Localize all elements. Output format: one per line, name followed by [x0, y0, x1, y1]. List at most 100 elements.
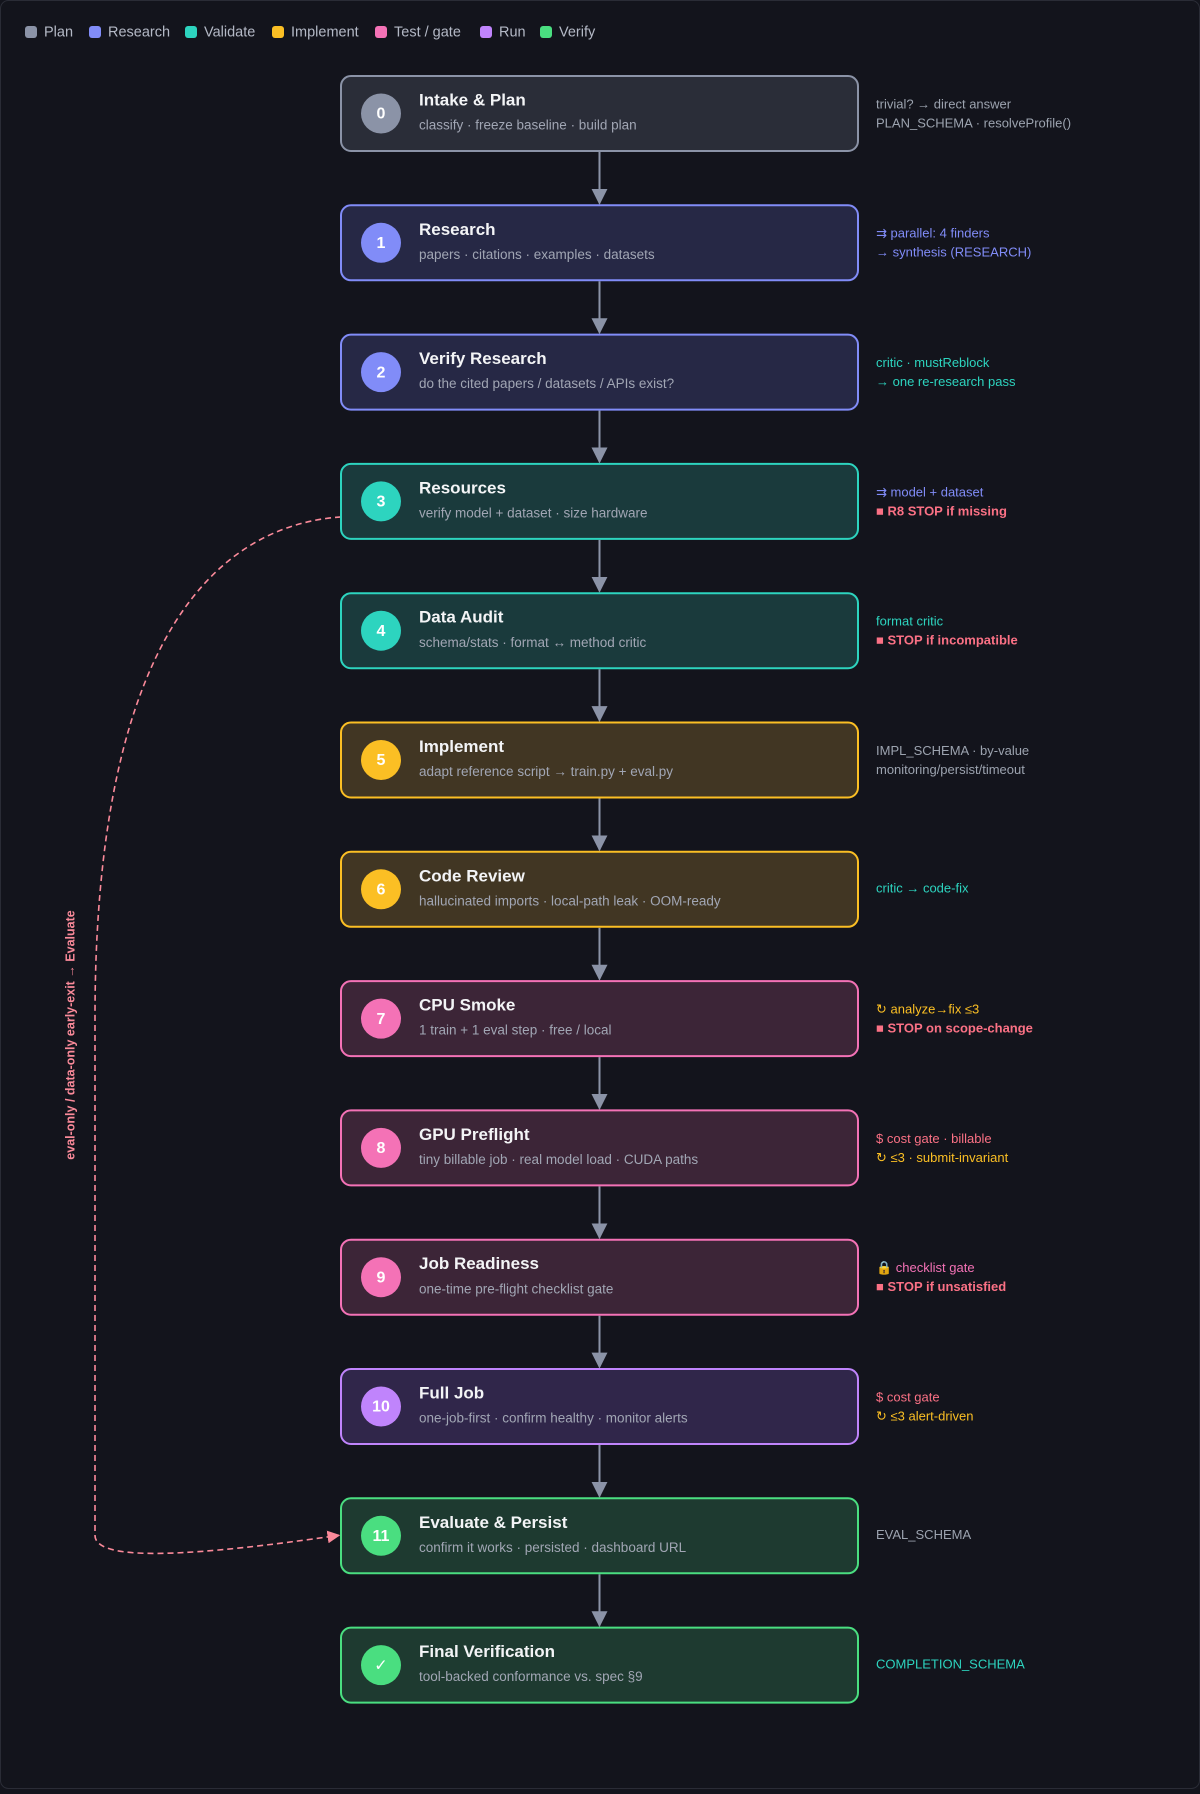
side-note: → synthesis (RESEARCH)	[876, 245, 1031, 260]
node: 5 Implement adapt reference script → train…	[340, 721, 1029, 799]
node: 0 Intake & Plan classify · freeze baseline…	[340, 75, 1071, 152]
side-note: $ cost gate · billable	[876, 1131, 992, 1146]
side-note: 🔒 checklist gate	[876, 1260, 975, 1275]
node: 9 Job Readiness one-time pre-flight checkl…	[340, 1238, 1006, 1316]
node-box	[340, 980, 859, 1058]
node-box	[340, 721, 859, 799]
node-title: Verify Research	[419, 349, 547, 368]
legend-swatch	[272, 26, 284, 38]
node-badge	[361, 1127, 401, 1168]
side-note: critic → code-fix	[876, 881, 969, 896]
node-title: Data Audit	[419, 608, 504, 627]
node-title: Implement	[419, 737, 504, 756]
side-note: ↻ ≤3 · submit-invariant	[876, 1150, 1009, 1165]
side-note: ⇉ parallel: 4 finders	[876, 226, 990, 241]
side-note: format critic	[876, 614, 944, 629]
legend-label: Test / gate	[394, 24, 461, 40]
node-box	[340, 1109, 859, 1187]
node-box	[340, 1368, 859, 1445]
node-number: 5	[377, 752, 386, 769]
node-subtitle: confirm it works · persisted · dashboard…	[419, 1540, 687, 1555]
node: 8 GPU Preflight tiny billable job · real m…	[340, 1109, 1009, 1187]
node-number: 11	[373, 1528, 390, 1545]
legend-swatch	[25, 26, 37, 38]
node-number: 0	[377, 106, 386, 123]
node-title: Final Verification	[419, 1642, 555, 1661]
node-subtitle: verify model + dataset · size hardware	[419, 505, 647, 520]
node-title: Job Readiness	[419, 1254, 539, 1273]
side-note: PLAN_SCHEMA · resolveProfile()	[876, 115, 1071, 130]
node: 2 Verify Research do the cited papers / da…	[340, 333, 1016, 411]
node-number: 8	[377, 1140, 386, 1157]
legend: Plan Research Validate Implement Test / gate…	[25, 24, 596, 40]
node: ✓ Final Verification tool-backed conforman…	[340, 1626, 1025, 1704]
side-note: ↻ analyze→fix ≤3	[876, 1002, 979, 1017]
side-note: EVAL_SCHEMA	[876, 1527, 971, 1542]
node-badge	[361, 1386, 401, 1427]
node-badge	[361, 610, 401, 651]
side-note: COMPLETION_SCHEMA	[876, 1657, 1025, 1672]
node-subtitle: do the cited papers / datasets / APIs ex…	[419, 376, 674, 391]
legend-swatch	[375, 26, 387, 38]
node-title: Research	[419, 220, 496, 239]
node: 1 Research papers · citations · examples ·…	[340, 204, 1031, 282]
node-subtitle: 1 train + 1 eval step · free / local	[419, 1023, 611, 1038]
bypass-edge: eval-only / data-only early-exit → Evalu…	[63, 516, 342, 1555]
legend-swatch	[89, 26, 101, 38]
node-title: GPU Preflight	[419, 1125, 530, 1144]
node-badge	[361, 222, 401, 263]
node-subtitle: hallucinated imports · local-path leak ·…	[419, 893, 721, 908]
node-box	[340, 333, 859, 411]
side-note: ■ STOP if incompatible	[876, 633, 1018, 648]
legend-swatch	[185, 26, 197, 38]
node-subtitle: classify · freeze baseline · build plan	[419, 118, 637, 133]
legend-label: Implement	[291, 24, 359, 40]
bypass-path	[94, 516, 342, 1555]
side-note: critic · mustReblock	[876, 355, 990, 370]
legend-label: Run	[499, 24, 526, 40]
node-box	[340, 462, 859, 540]
legend-label: Validate	[204, 24, 255, 40]
node-badge	[361, 93, 401, 134]
side-note: trivial? → direct answer	[876, 96, 1012, 111]
node-number: 1	[377, 235, 386, 252]
node-number: 10	[372, 1399, 390, 1416]
side-note: ■ STOP on scope-change	[876, 1021, 1033, 1036]
node: 6 Code Review hallucinated imports · local…	[340, 850, 969, 928]
nodes: 0 Intake & Plan classify · freeze baseline…	[340, 75, 1071, 1704]
node-badge	[361, 481, 401, 522]
node-number: ✓	[374, 1657, 387, 1674]
node-title: CPU Smoke	[419, 996, 515, 1015]
node-box	[340, 1238, 859, 1316]
side-note: $ cost gate	[876, 1389, 940, 1404]
node-number: 9	[377, 1269, 386, 1286]
node: 10 Full Job one-job-first · confirm health…	[340, 1368, 974, 1445]
node-subtitle: adapt reference script → train.py + eval…	[419, 764, 673, 779]
node-subtitle: one-job-first · confirm healthy · monito…	[419, 1411, 688, 1426]
node: 11 Evaluate & Persist confirm it works · p…	[340, 1497, 971, 1575]
side-note: ⇉ model + dataset	[876, 484, 984, 499]
node-subtitle: papers · citations · examples · datasets	[419, 247, 655, 262]
node: 7 CPU Smoke 1 train + 1 eval step · free /…	[340, 980, 1033, 1058]
node-badge	[361, 1257, 401, 1298]
legend-swatch	[540, 26, 552, 38]
side-note: → one re-research pass	[876, 374, 1016, 389]
node-badge	[361, 352, 401, 393]
node-box	[340, 592, 859, 670]
side-note: ■ R8 STOP if missing	[876, 503, 1007, 518]
node: 3 Resources verify model + dataset · size …	[340, 462, 1007, 540]
node-box	[340, 1626, 859, 1704]
node-number: 4	[377, 623, 386, 640]
legend-swatch	[480, 26, 492, 38]
node-number: 6	[377, 882, 386, 899]
node-title: Intake & Plan	[419, 90, 526, 109]
side-note: monitoring/persist/timeout	[876, 762, 1025, 777]
node-badge	[361, 998, 401, 1039]
node-subtitle: tool-backed conformance vs. spec §9	[419, 1669, 643, 1684]
node: 4 Data Audit schema/stats · format ↔ metho…	[340, 592, 1018, 670]
node-title: Code Review	[419, 866, 526, 885]
side-note: IMPL_SCHEMA · by-value	[876, 743, 1029, 758]
node-box	[340, 850, 859, 928]
node-badge	[361, 1515, 401, 1556]
